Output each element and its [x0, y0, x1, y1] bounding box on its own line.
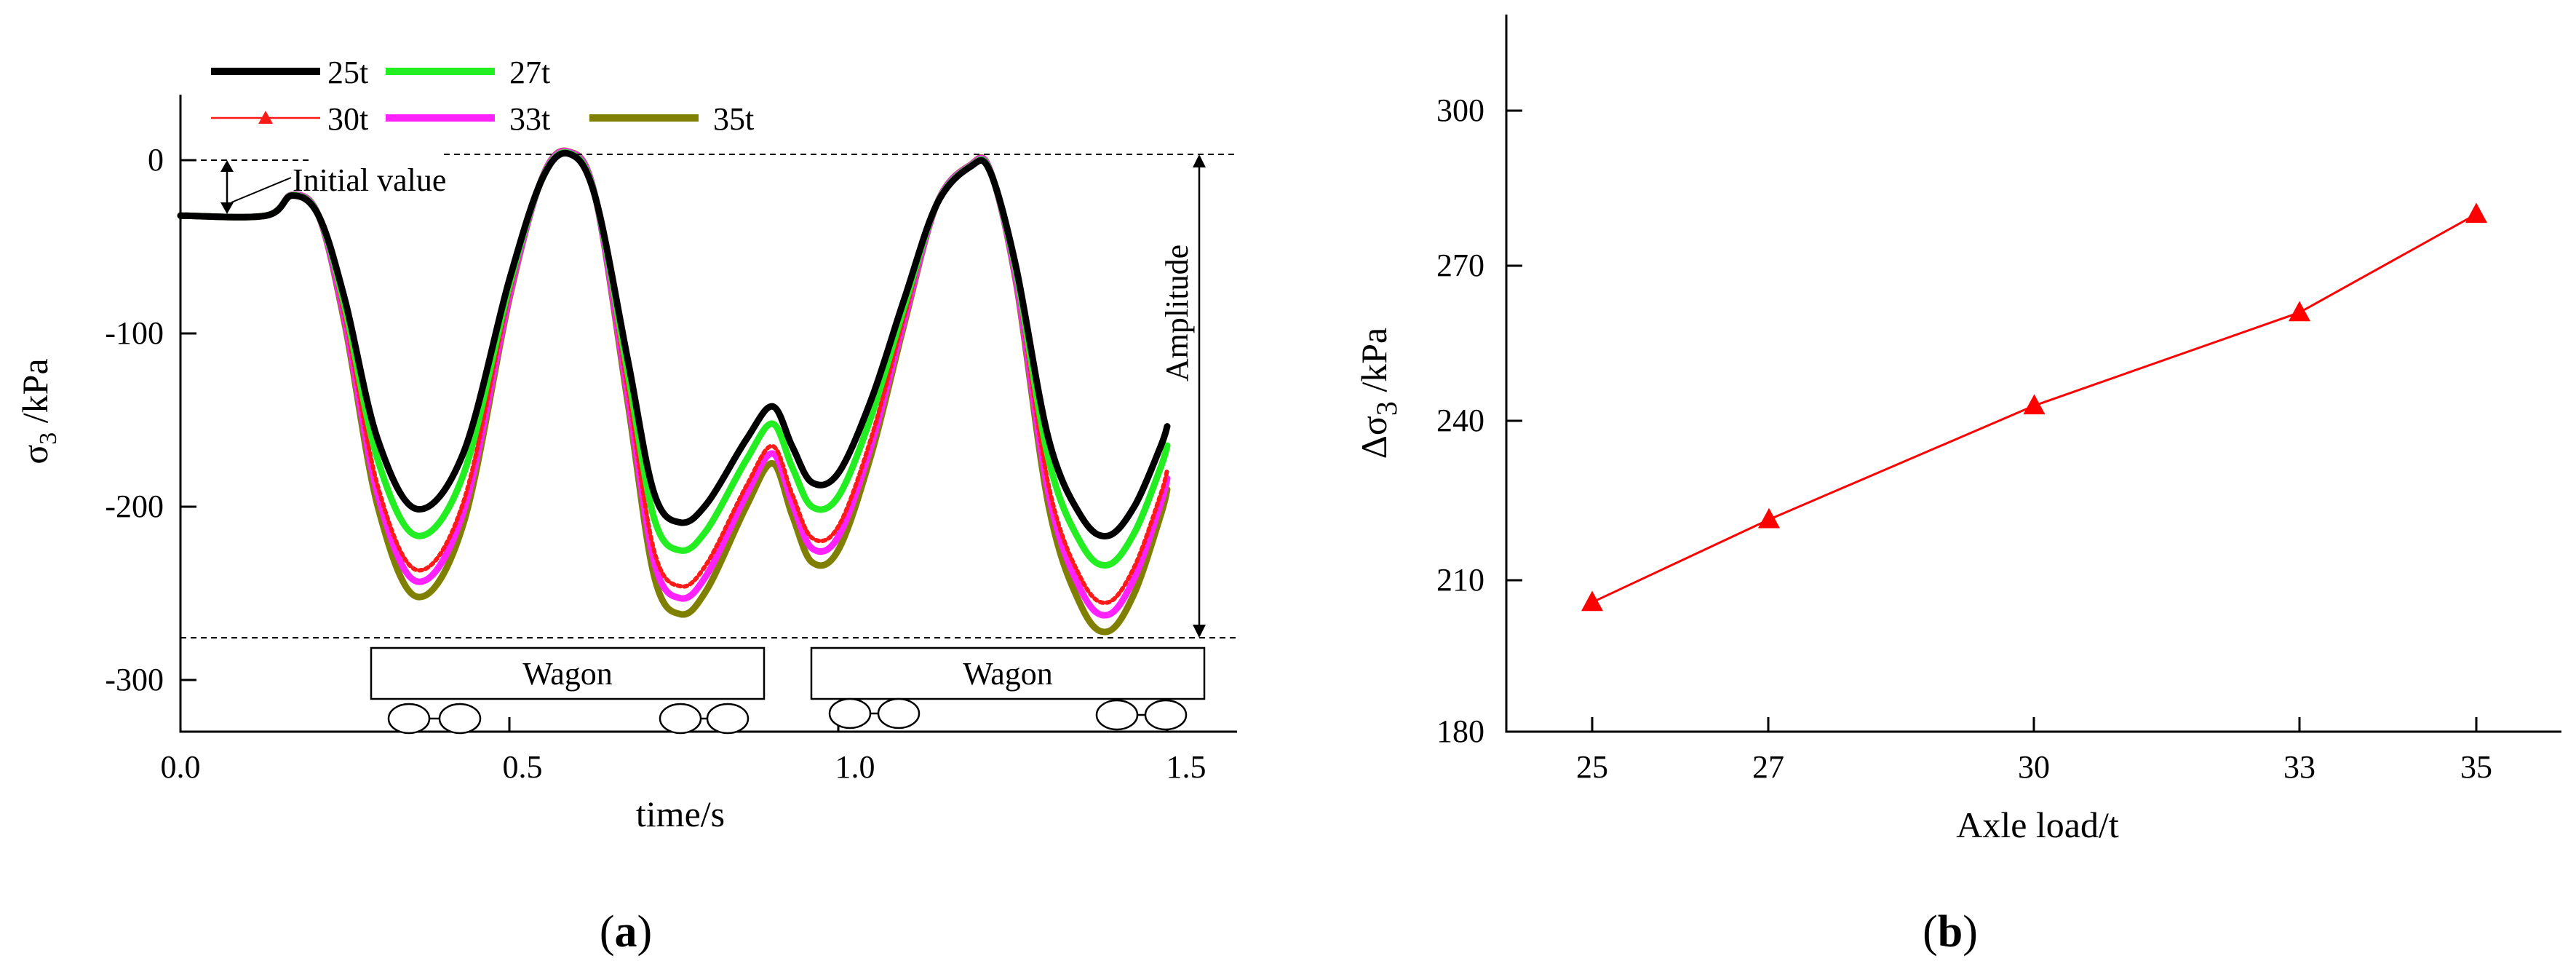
b-xtick-label-35: 35 [2460, 749, 2492, 785]
b-ytick-label-300: 300 [1436, 92, 1484, 128]
a-initial-arrowhead-down [220, 202, 234, 214]
a-ytick-label-0: 0 [148, 142, 164, 178]
b-ytick-label-240: 240 [1436, 403, 1484, 438]
series-line-35t [177, 147, 1171, 636]
a-amplitude-arrowhead-up [1193, 154, 1206, 167]
b-point-33 [2289, 301, 2310, 322]
legend-marker-30t [258, 111, 273, 124]
series-line-27t [177, 149, 1171, 569]
b-x-axis-label: Axle load/t [1956, 804, 2119, 845]
a-xtick-label-10: 1.0 [835, 749, 875, 785]
legend-label-35t: 35t [713, 101, 754, 137]
b-xtick-label-33: 33 [2283, 749, 2315, 785]
a-wagon-1-body [370, 646, 766, 700]
a-amplitude-arrowhead-down [1193, 625, 1206, 638]
a-wagon-2-wheel [1095, 699, 1139, 731]
a-wagon-1-wheel [706, 703, 750, 735]
panel-a-curves [177, 147, 1171, 636]
a-x-axis-label: time/s [636, 794, 725, 834]
a-ytick-label-300: -300 [105, 662, 164, 697]
a-wagon-1-wheel [438, 703, 482, 735]
a-ytick-label-100: -100 [105, 315, 164, 351]
b-point-35 [2465, 202, 2487, 224]
a-xtick-label-15: 1.5 [1166, 749, 1206, 785]
b-xtick-label-25: 25 [1576, 749, 1608, 785]
a-wagon-1: Wagon [370, 646, 766, 735]
b-point-25 [1581, 590, 1603, 612]
a-xtick-label-05: 0.5 [503, 749, 543, 785]
legend-label-30t: 30t [327, 101, 368, 137]
panel-b-series [1581, 202, 2487, 612]
panel-b: 180 210 240 270 300 25 27 30 33 35 Axle … [1353, 15, 2561, 957]
b-xtick-label-30: 30 [2018, 749, 2050, 785]
b-xtick-label-27: 27 [1752, 749, 1784, 785]
a-wagon-2: Wagon [810, 646, 1206, 731]
legend-label-27t: 27t [509, 55, 550, 90]
a-ytick-label-200: -200 [105, 489, 164, 524]
caption-b: (b) [1923, 907, 1978, 957]
a-initial-arrowhead-up [220, 160, 234, 172]
b-point-30 [2023, 394, 2046, 415]
a-wagon-2-body [810, 646, 1206, 700]
panel-a: 0 -100 -200 -300 0.0 0.5 1.0 1.5 time/s … [15, 55, 1237, 957]
caption-b-letter: b [1938, 907, 1963, 957]
a-legend: 25t 27t 30t 33t 35t [211, 55, 754, 137]
series-line-30t [178, 149, 1169, 605]
panel-b-axes [1505, 15, 2561, 733]
legend-label-25t: 25t [327, 55, 368, 90]
a-xtick-label-00: 0.0 [161, 749, 201, 785]
a-wagon-1-label: Wagon [522, 656, 613, 692]
b-ytick-label-270: 270 [1436, 248, 1484, 283]
caption-a-letter: a [615, 907, 637, 957]
b-ytick-label-180: 180 [1436, 713, 1484, 749]
a-initial-value-label: Initial value [293, 162, 446, 198]
a-wagon-2-label: Wagon [963, 656, 1053, 692]
a-wagon-2-wheel [828, 697, 872, 729]
caption-a: (a) [600, 907, 652, 957]
a-wagon-2-wheel [1144, 699, 1188, 731]
a-wagon-1-wheel [659, 703, 702, 735]
b-y-axis-label: Δσ3 /kPa [1353, 328, 1403, 459]
series-line-25t [177, 149, 1171, 539]
a-wagon-1-wheel [387, 703, 431, 735]
a-initial-leader [231, 177, 292, 203]
a-wagon-2-wheel [877, 697, 921, 729]
b-point-27 [1758, 507, 1780, 529]
b-ytick-label-210: 210 [1436, 562, 1484, 598]
a-amplitude-label: Amplitude [1159, 245, 1195, 381]
legend-label-33t: 33t [509, 101, 550, 137]
a-y-axis-label: σ3 /kPa [15, 358, 62, 464]
